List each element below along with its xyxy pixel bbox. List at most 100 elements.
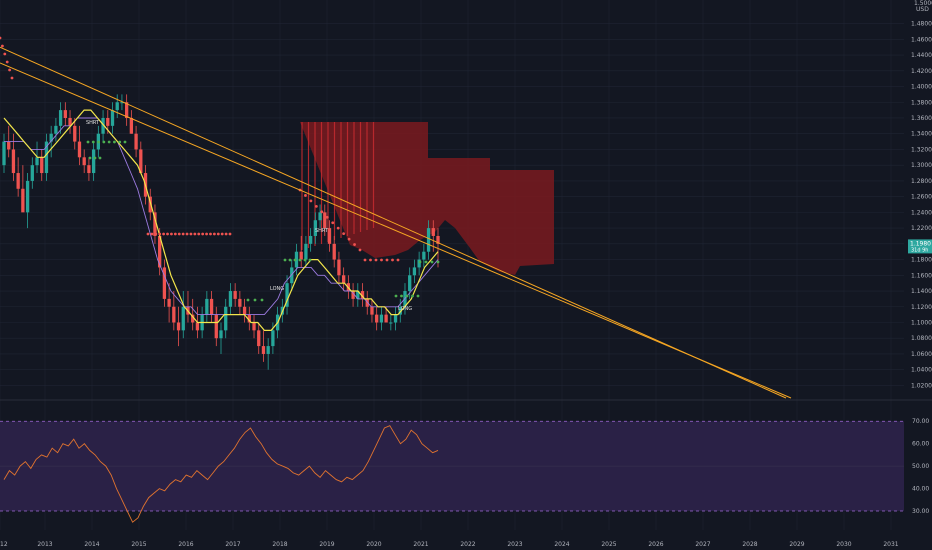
price-tick-label: 1.4400 (911, 52, 932, 59)
psar-dot (162, 232, 166, 236)
psar-dot (220, 232, 224, 236)
trendline (0, 62, 792, 399)
candle (299, 235, 303, 268)
price-tick-label: 1.2400 (911, 209, 932, 216)
candle-body (148, 196, 152, 213)
candle-body (242, 306, 247, 315)
candle-body (87, 165, 91, 174)
candle-body (365, 298, 369, 307)
price-tick-label: 1.2800 (911, 178, 932, 185)
price-tick-label: 1.1800 (911, 257, 932, 264)
candle (82, 149, 86, 174)
psar-dot (347, 237, 351, 241)
candle (337, 251, 341, 284)
psar-dot (181, 232, 185, 236)
candle (205, 291, 209, 323)
psar-dot (10, 76, 14, 80)
rsi-tick-label: 50.00 (912, 463, 929, 470)
candle-body (224, 306, 228, 331)
candle (153, 204, 157, 244)
candle (68, 110, 72, 134)
candle-body (68, 117, 72, 126)
candle-body (25, 180, 30, 213)
price-tick-label: 1.4200 (911, 68, 932, 75)
price-tick-label: 1.0200 (911, 382, 932, 389)
candle-body (290, 267, 294, 284)
rsi-line (3, 425, 439, 523)
psar-dot (342, 232, 346, 236)
psar-dot (224, 232, 228, 236)
price-tick-label: 1.3000 (911, 162, 932, 169)
candle (21, 165, 25, 213)
candle (139, 141, 143, 174)
ma-fast-line (3, 109, 439, 331)
psar-dot (303, 258, 307, 262)
psar-dot (212, 232, 216, 236)
candle-body (285, 283, 289, 307)
candle (252, 314, 256, 339)
price-axis: 1.4800 1.4600 1.4400 1.4200 1.4000 1.3800 1.36… (911, 0, 932, 389)
trendlines (0, 46, 792, 399)
psar-dot (193, 232, 197, 236)
psar-dot (0, 36, 2, 40)
candle-body (40, 157, 44, 174)
psar-dot (416, 294, 420, 298)
psar-dot (170, 232, 173, 236)
candle (360, 283, 365, 307)
candle-body (426, 228, 431, 252)
candle-body (91, 149, 96, 174)
time-tick-label: 2030 (836, 541, 851, 548)
candle (110, 102, 115, 134)
price-top-label: 1.5000 (914, 0, 932, 7)
psar-dot (411, 294, 414, 298)
candle-body (247, 314, 251, 323)
candle-body (82, 157, 86, 166)
candle-body (375, 314, 379, 323)
time-tick-label: 2013 (37, 541, 52, 548)
annotation-label: SHRT (86, 120, 100, 126)
candle-body (351, 291, 355, 299)
candle-body (2, 141, 6, 166)
candle (398, 298, 402, 323)
candle (412, 259, 417, 284)
price-tick-label: 1.0800 (911, 335, 932, 342)
psar-dot (400, 294, 403, 298)
candle-body (101, 117, 105, 134)
psar-dot (293, 258, 297, 262)
psar-dot (405, 294, 409, 298)
psar-dot (309, 199, 313, 203)
trendline (0, 46, 787, 399)
time-tick-label: 2018 (272, 541, 287, 548)
candle-body (308, 235, 313, 244)
candle (290, 259, 294, 292)
psar-dot (97, 140, 100, 144)
time-tick-label: 2020 (366, 541, 381, 548)
candle (327, 220, 332, 252)
annotation-label: SHRT (315, 228, 329, 234)
annotation-label: LONG (270, 286, 284, 292)
psar-dot (1, 44, 4, 48)
candle-body (294, 251, 299, 268)
psar-dot (260, 298, 264, 302)
time-tick-label: 12 (0, 541, 8, 548)
candle-body (228, 291, 233, 307)
candle (54, 117, 58, 142)
ichimoku-cloud (300, 122, 554, 275)
candle-body (412, 267, 417, 276)
candle-body (73, 125, 77, 142)
candle (318, 204, 322, 229)
candle-body (233, 291, 237, 299)
annotations: SHRT LONG SHRT LONG (86, 120, 412, 312)
price-tick-label: 1.3200 (911, 146, 932, 153)
candle-body (125, 102, 129, 118)
candle-body (261, 346, 266, 354)
psar-dot (424, 260, 428, 264)
psar-dot (325, 215, 329, 219)
candle-body (11, 149, 16, 174)
price-tick-label: 1.0600 (911, 351, 932, 358)
price-tick-label: 1.4600 (911, 36, 932, 43)
price-tick-label: 1.3600 (911, 115, 932, 122)
candle-body (172, 306, 176, 323)
